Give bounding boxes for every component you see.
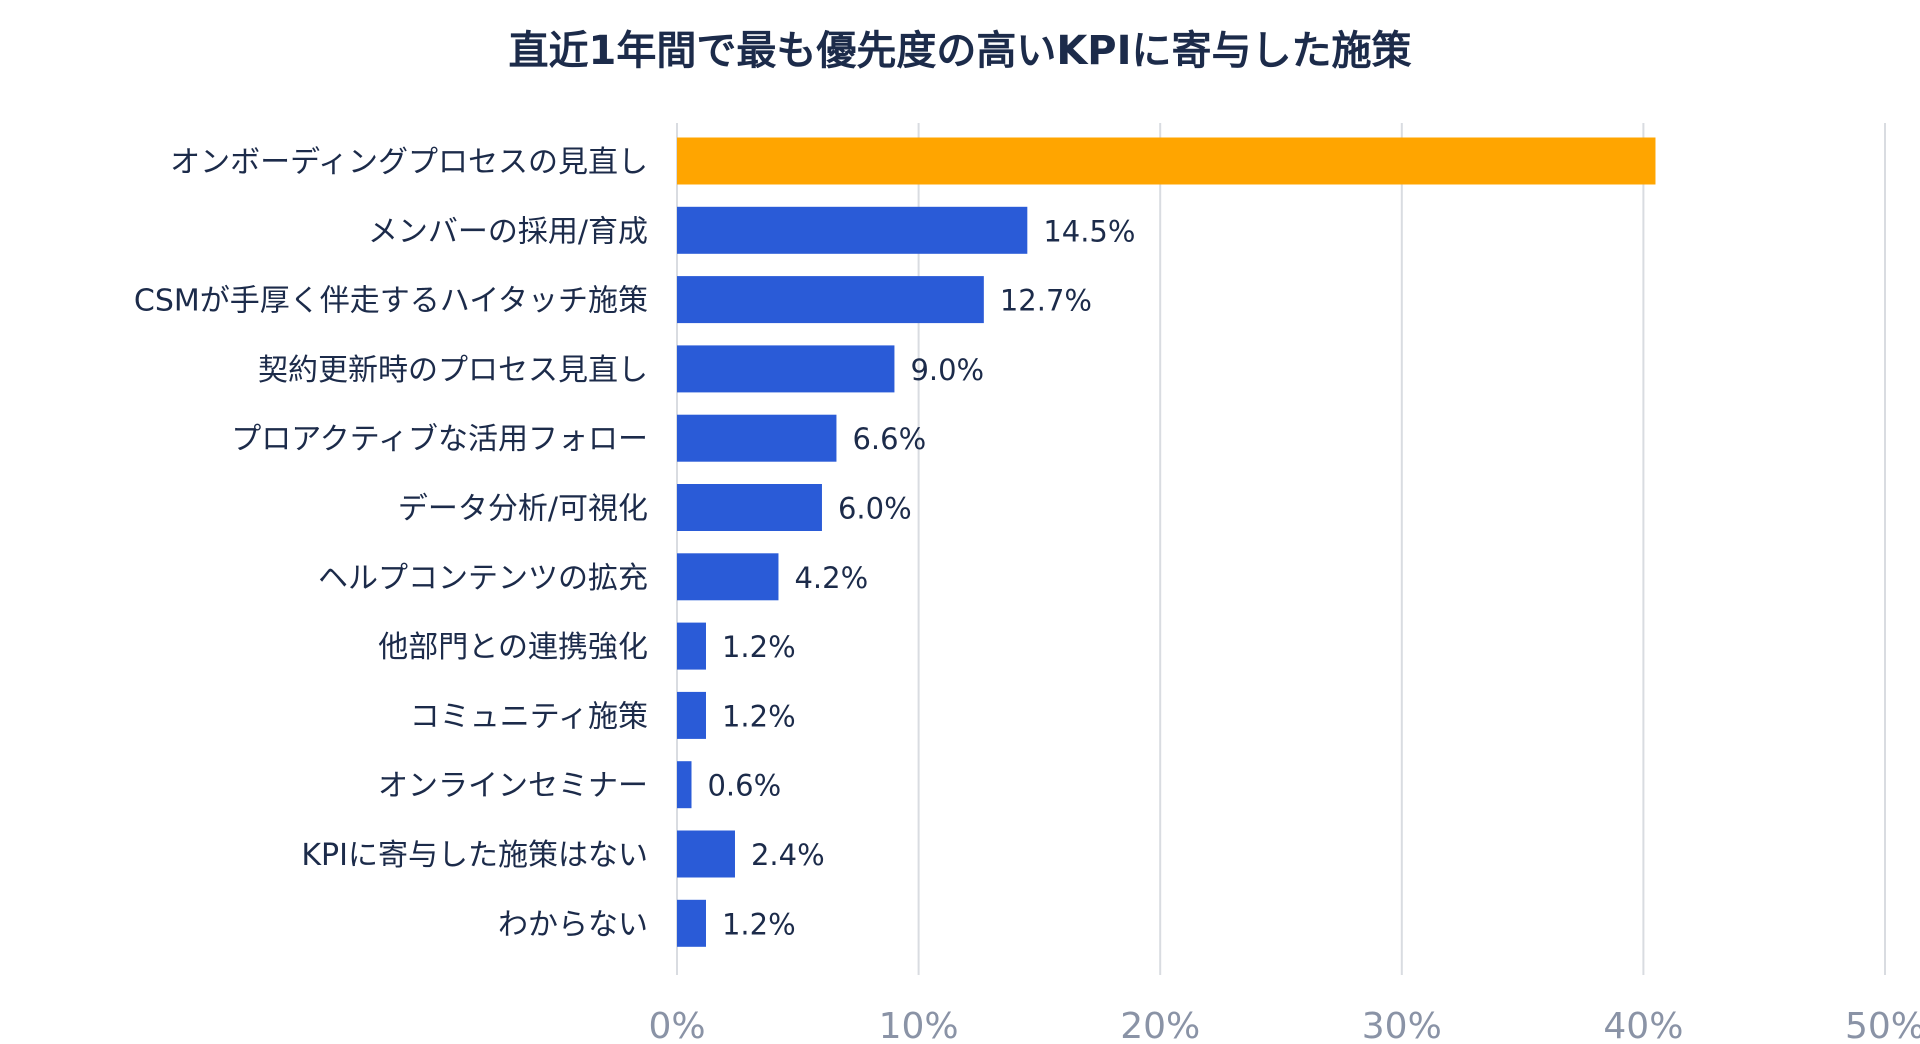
value-label: 6.0% — [838, 492, 912, 526]
category-label: ヘルプコンテンツの拡充 — [318, 561, 648, 596]
bar — [677, 830, 735, 878]
bar — [677, 206, 1028, 254]
x-tick-label: 10% — [879, 1006, 959, 1044]
chart-title: 直近1年間で最も優先度の高いKPIに寄与した施策 — [508, 28, 1412, 74]
bar — [677, 622, 706, 670]
category-label: KPIに寄与した施策はない — [301, 838, 648, 873]
value-label: 1.2% — [722, 699, 796, 733]
value-label: 1.2% — [722, 630, 796, 664]
value-label: 0.6% — [707, 769, 781, 803]
value-label: 6.6% — [852, 422, 926, 456]
bars — [677, 137, 1656, 947]
bar — [677, 276, 984, 324]
category-label: コミュニティ施策 — [410, 699, 648, 734]
x-tick-label: 40% — [1603, 1006, 1683, 1044]
bar — [677, 553, 779, 601]
bar — [677, 761, 692, 809]
value-label: 14.5% — [1043, 214, 1135, 248]
category-label: オンボーディングプロセスの見直し — [170, 145, 648, 180]
x-tick-label: 30% — [1362, 1006, 1442, 1044]
category-label: プロアクティブな活用フォロー — [231, 422, 648, 457]
bar — [677, 345, 895, 393]
category-label: データ分析/可視化 — [398, 492, 648, 527]
value-labels: 14.5% 12.7% 9.0% 6.6% 6.0% 4.2% 1.2% 1.2% 0.6% 2.… — [707, 214, 1135, 941]
value-label: 2.4% — [751, 838, 825, 872]
category-label: 契約更新時のプロセス見直し — [258, 353, 648, 388]
category-label: CSMが手厚く伴走するハイタッチ施策 — [134, 284, 648, 319]
category-label: メンバーの採用/育成 — [368, 214, 648, 249]
value-label: 1.2% — [722, 907, 796, 941]
bar — [677, 691, 706, 739]
category-label: 他部門との連携強化 — [378, 630, 648, 665]
bar — [677, 484, 822, 531]
x-tick-label: 0% — [648, 1006, 705, 1044]
value-label: 9.0% — [910, 353, 984, 387]
x-axis-ticks: 0% 10% 20% 30% 40% 50% — [648, 1006, 1920, 1044]
value-label: 12.7% — [1000, 284, 1092, 318]
value-label: 4.2% — [794, 561, 868, 595]
x-tick-label: 50% — [1845, 1006, 1920, 1044]
bar — [677, 137, 1656, 185]
bar — [677, 414, 837, 462]
x-tick-label: 20% — [1120, 1006, 1200, 1044]
category-label: オンラインセミナー — [378, 769, 648, 804]
bar — [677, 899, 706, 947]
category-label: わからない — [498, 907, 648, 942]
gridlines — [676, 123, 1886, 975]
